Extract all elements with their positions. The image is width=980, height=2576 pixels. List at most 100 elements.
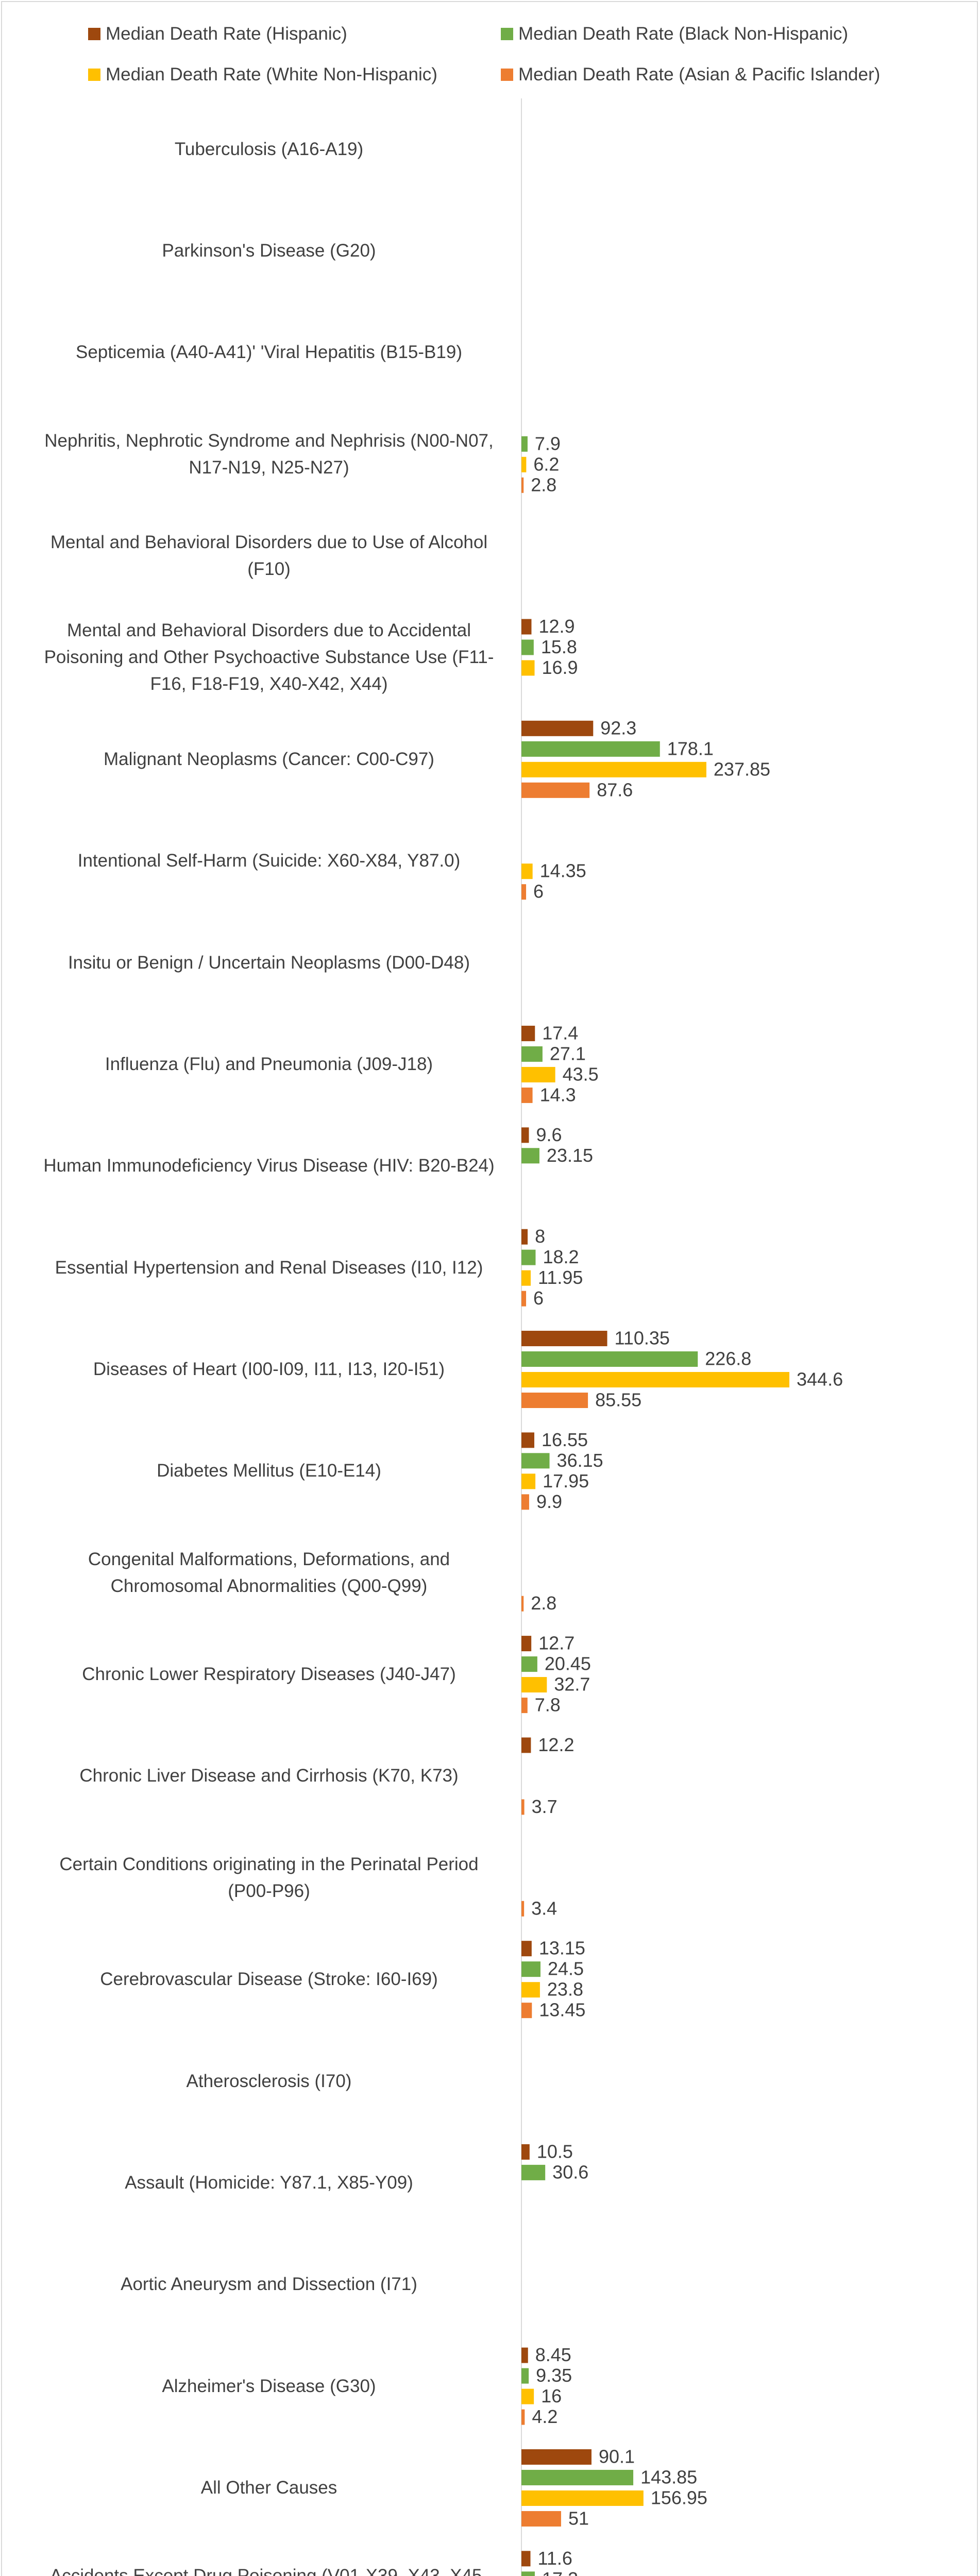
- data-label: 17.2: [542, 2568, 578, 2576]
- y-tick-label: Certain Conditions originating in the Pe…: [59, 1854, 479, 1901]
- bar: [521, 2347, 528, 2363]
- y-tick-label: Aortic Aneurysm and Dissection (I71): [121, 2274, 417, 2295]
- data-label: 110.35: [615, 1328, 670, 1349]
- y-tick-label: Septicemia (A40-A41)' 'Viral Hepatitis (…: [76, 342, 462, 363]
- data-label: 90.1: [599, 2446, 635, 2467]
- data-label: 85.55: [595, 1389, 641, 1411]
- data-label: 3.7: [532, 1796, 557, 1817]
- bar: [521, 456, 527, 472]
- bar: [521, 782, 590, 798]
- y-tick-label: Intentional Self-Harm (Suicide: X60-X84,…: [77, 851, 461, 871]
- bar: [521, 2368, 529, 2384]
- data-label: 12.2: [538, 1734, 574, 1755]
- bar: [521, 2144, 530, 2160]
- bar: [521, 1636, 532, 1652]
- bar: [521, 1799, 525, 1815]
- y-tick-label: Cerebrovascular Disease (Stroke: I60-I69…: [100, 1969, 438, 1990]
- data-label: 8.45: [535, 2344, 571, 2365]
- data-label: 9.35: [536, 2365, 572, 2386]
- y-tick-label: Diabetes Mellitus (E10-E14): [157, 1461, 381, 1481]
- data-label: 156.95: [651, 2487, 707, 2508]
- bar: [521, 1270, 531, 1286]
- data-label: 10.5: [537, 2141, 573, 2162]
- bar: [521, 884, 527, 900]
- bar: [521, 2490, 644, 2506]
- data-label: 6: [533, 1287, 544, 1309]
- data-label: 14.35: [540, 860, 586, 882]
- y-tick-label: Insitu or Benign / Uncertain Neoplasms (…: [67, 952, 470, 973]
- bar: [521, 1291, 527, 1307]
- bar: [521, 2003, 532, 2019]
- legend-swatch: [88, 69, 100, 81]
- bar: [521, 1677, 547, 1693]
- bar: [521, 1901, 525, 1917]
- data-label: 6: [533, 881, 544, 902]
- data-label: 32.7: [554, 1674, 590, 1695]
- data-label: 24.5: [548, 1958, 584, 1979]
- data-label: 7.9: [535, 433, 561, 454]
- legend-swatch: [88, 28, 100, 40]
- bar: [521, 639, 534, 655]
- data-label: 16.9: [542, 657, 578, 678]
- data-label: 16.55: [542, 1429, 588, 1450]
- data-label: 27.1: [550, 1043, 586, 1064]
- data-label: 51: [568, 2507, 589, 2529]
- bar: [521, 2511, 561, 2527]
- data-label: 18.2: [543, 1246, 579, 1267]
- bar: [521, 1148, 539, 1164]
- data-label: 178.1: [667, 738, 714, 759]
- legend-label: Median Death Rate (Black Non-Hispanic): [518, 24, 848, 44]
- data-label: 23.8: [547, 1979, 583, 2000]
- y-tick-label: Nephritis, Nephrotic Syndrome and Nephri…: [44, 430, 494, 478]
- bar: [521, 2571, 535, 2576]
- legend-swatch: [501, 69, 513, 81]
- bar: [521, 1737, 531, 1753]
- bar: [521, 1066, 555, 1082]
- bar: [521, 2469, 634, 2485]
- data-label: 13.15: [539, 1938, 585, 1959]
- bar: [521, 1393, 588, 1408]
- y-tick-label: Diseases of Heart (I00-I09, I11, I13, I2…: [93, 1359, 445, 1379]
- y-tick-label: Atherosclerosis (I70): [186, 2071, 352, 2091]
- y-tick-label: Malignant Neoplasms (Cancer: C00-C97): [104, 749, 434, 769]
- y-tick-label: Mental and Behavioral Disorders due to A…: [44, 620, 494, 694]
- data-label: 143.85: [640, 2466, 697, 2487]
- data-label: 237.85: [714, 758, 770, 779]
- bar: [521, 1249, 536, 1265]
- y-tick-label: Accidents Except Drug Poisoning (V01-X39…: [49, 2566, 488, 2576]
- legend-label: Median Death Rate (Hispanic): [106, 24, 347, 44]
- data-label: 23.15: [547, 1145, 593, 1166]
- bar: [521, 1941, 532, 1957]
- data-label: 8: [535, 1226, 545, 1247]
- bar: [521, 1127, 529, 1143]
- bar: [521, 1331, 607, 1346]
- y-tick-label: Alzheimer's Disease (G30): [162, 2376, 376, 2396]
- y-tick-label: Parkinson's Disease (G20): [162, 241, 376, 261]
- data-label: 15.8: [541, 636, 577, 657]
- bar: [521, 1698, 528, 1714]
- data-label: 4.2: [532, 2406, 557, 2427]
- bar: [521, 1087, 533, 1103]
- bar: [521, 1656, 537, 1672]
- bar: [521, 660, 535, 676]
- y-tick-label: Chronic Liver Disease and Cirrhosis (K70…: [79, 1766, 459, 1786]
- legend-swatch: [501, 28, 513, 40]
- data-label: 13.45: [539, 1999, 585, 2021]
- bar: [521, 1494, 529, 1510]
- bar: [521, 1961, 540, 1977]
- y-tick-label: Human Immunodeficiency Virus Disease (HI…: [43, 1156, 495, 1176]
- bar: [521, 436, 528, 452]
- y-tick-label: Essential Hypertension and Renal Disease…: [55, 1257, 483, 1278]
- data-label: 16: [541, 2385, 562, 2406]
- bar: [521, 1229, 528, 1245]
- y-tick-label: Chronic Lower Respiratory Diseases (J40-…: [82, 1664, 456, 1685]
- y-tick-label: Assault (Homicide: Y87.1, X85-Y09): [125, 2172, 413, 2193]
- legend-label: Median Death Rate (Asian & Pacific Islan…: [518, 64, 881, 84]
- bar: [521, 1025, 535, 1041]
- y-tick-label: Mental and Behavioral Disorders due to U…: [50, 532, 488, 580]
- data-label: 30.6: [552, 2161, 588, 2182]
- data-label: 9.6: [536, 1124, 562, 1145]
- bar: [521, 1473, 536, 1489]
